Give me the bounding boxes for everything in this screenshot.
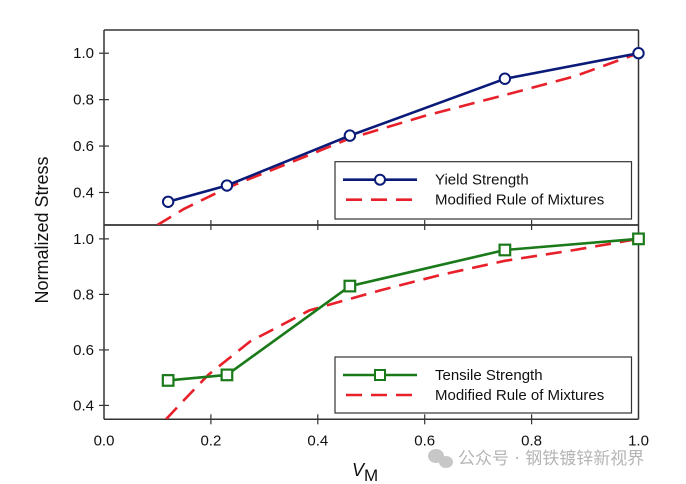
x-tick-label: 0.2: [200, 432, 221, 449]
y-tick-label: 0.6: [73, 138, 94, 155]
x-tick-label: 1.0: [628, 432, 649, 449]
legend-box: [334, 161, 633, 220]
legend-label: Modified Rule of Mixtures: [435, 192, 604, 209]
watermark-text: 公众号 · 钢铁镀锌新视界: [458, 449, 644, 469]
legend-marker: [374, 369, 386, 381]
x-axis-title: VM: [352, 460, 378, 484]
data-point: [161, 374, 175, 387]
x-axis-title-subscript: M: [364, 466, 378, 484]
y-axis-title: Normalized Stress: [32, 156, 52, 303]
y-tick-label: 0.8: [73, 286, 94, 303]
y-tick-label: 0.6: [73, 342, 94, 359]
y-tick-label: 1.0: [73, 45, 94, 62]
legend-label: Yield Strength: [435, 172, 529, 189]
data-point: [498, 243, 512, 257]
x-axis-title-main: V: [352, 460, 366, 480]
x-tick-label: 0.8: [521, 432, 542, 449]
x-tick-label: 0.0: [94, 432, 115, 449]
axes-layer: 0.4 0.6 0.8 1.0 0.4 0.6 0.8 1.0 0.0 0.2 0.4 0.6 0.8 1…: [73, 29, 649, 449]
legend-box: [334, 356, 633, 414]
y-tick-label: 0.4: [73, 397, 94, 414]
data-point: [343, 279, 357, 293]
data-point: [632, 47, 645, 60]
data-point: [220, 368, 234, 382]
data-point: [632, 232, 645, 246]
y-tick-label: 0.8: [73, 92, 94, 109]
y-tick-label: 1.0: [73, 231, 94, 248]
data-point: [161, 195, 175, 208]
legend-layer: Yield Strength Modified Rule of Mixtures T…: [334, 161, 633, 414]
y-tick-label: 0.4: [73, 185, 94, 202]
x-tick-label: 0.6: [414, 432, 435, 449]
watermark: 公众号 · 钢铁镀锌新视界: [428, 449, 644, 469]
data-point: [498, 72, 512, 85]
wechat-icon: [428, 449, 453, 468]
x-tick-label: 0.4: [307, 432, 328, 449]
series-layer: [156, 47, 645, 420]
legend-label: Modified Rule of Mixtures: [435, 387, 604, 404]
data-point: [220, 179, 234, 192]
data-point: [343, 129, 357, 142]
legend-label: Tensile Strength: [435, 367, 543, 384]
legend-marker: [374, 173, 386, 186]
